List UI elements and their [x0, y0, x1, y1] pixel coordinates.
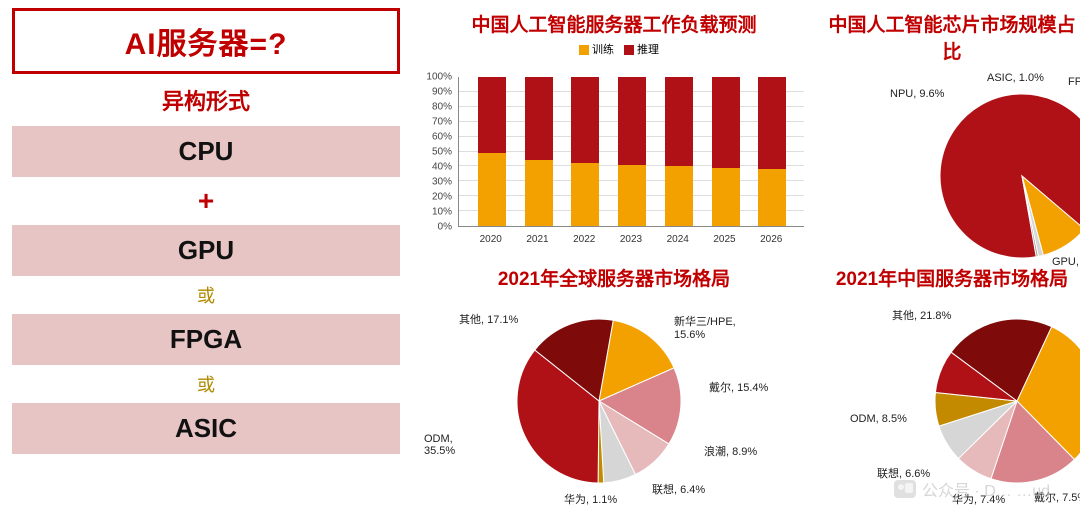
y-tick: 0%	[438, 222, 452, 233]
pie-label-ASIC: ASIC, 1.0%	[987, 72, 1044, 84]
bar-seg-training	[525, 160, 553, 226]
bar-seg-training	[758, 169, 786, 226]
bar-column	[478, 77, 506, 226]
y-tick: 70%	[432, 117, 452, 128]
pie-chip-area: GPU, 89.0%NPU, 9.6%ASIC, 1.0%FPGA, 0.4%	[822, 66, 1080, 276]
pie-label-ODM: ODM,35.5%	[424, 433, 455, 457]
bar-column	[571, 77, 599, 226]
y-tick: 50%	[432, 147, 452, 158]
right-sub: 异构形式	[12, 80, 400, 120]
bar-seg-inference	[758, 77, 786, 169]
bar-seg-training	[618, 165, 646, 226]
pie-label-联想: 联想, 6.4%	[652, 481, 705, 497]
legend-swatch	[579, 45, 589, 55]
x-tick: 2024	[658, 234, 698, 245]
right-or: 或	[12, 369, 400, 399]
legend-swatch	[624, 45, 634, 55]
watermark: 公众号 · D… …ud	[894, 477, 1050, 501]
y-tick: 60%	[432, 132, 452, 143]
bar-chart-title: 中国人工智能服务器工作负载预测	[414, 6, 814, 39]
y-tick: 90%	[432, 87, 452, 98]
bar-seg-training	[478, 153, 506, 226]
pie-label-其他: 其他, 21.8%	[892, 307, 951, 323]
bar-legend: 训练 推理	[414, 39, 814, 59]
y-tick: 10%	[432, 207, 452, 218]
pie-chip-title: 中国人工智能芯片市场规模占比	[822, 6, 1080, 66]
bar-column	[525, 77, 553, 226]
bar-chart-area: 0% 10% 20% 30% 40% 50% 60% 70% 80% 90% 100% 2020 20…	[414, 59, 814, 249]
pie-label-戴尔: 戴尔, 15.4%	[709, 379, 768, 395]
x-tick: 2023	[611, 234, 651, 245]
pie-label-FPGA: FPGA, 0.4%	[1068, 76, 1080, 88]
bar-seg-inference	[665, 77, 693, 166]
pie-label-ODM: ODM, 8.5%	[850, 413, 907, 425]
right-block: GPU	[12, 225, 400, 276]
bar-column	[618, 77, 646, 226]
bar-seg-training	[665, 166, 693, 226]
y-tick: 100%	[426, 72, 452, 83]
panel-pie-chip: 中国人工智能芯片市场规模占比 GPU, 89.0%NPU, 9.6%ASIC, …	[822, 6, 1080, 256]
right-plus: +	[12, 181, 400, 221]
panel-bar-chart: 中国人工智能服务器工作负载预测 训练 推理 0% 10% 20% 30% 40% 50% 60…	[414, 6, 814, 256]
bar-seg-training	[571, 163, 599, 226]
pie-label-其他: 其他, 17.1%	[459, 311, 518, 327]
x-tick: 2021	[518, 234, 558, 245]
bar-seg-inference	[525, 77, 553, 160]
y-tick: 40%	[432, 162, 452, 173]
pie-china-title: 2021年中国服务器市场格局	[822, 260, 1080, 293]
bar-column	[712, 77, 740, 226]
ai-header: AI服务器=?	[12, 8, 400, 74]
panel-pie-global: 2021年全球服务器市场格局 其他, 17.1% 新华三/HPE,15.6% 戴尔,…	[414, 260, 814, 520]
x-tick: 2020	[471, 234, 511, 245]
x-tick: 2026	[751, 234, 791, 245]
bar-seg-inference	[712, 77, 740, 168]
pie-label-浪潮: 浪潮, 8.9%	[704, 443, 757, 459]
pie-label-华为: 华为, 1.1%	[564, 491, 617, 507]
bar-seg-inference	[618, 77, 646, 165]
legend-label: 训练	[592, 44, 614, 56]
x-tick: 2025	[705, 234, 745, 245]
y-tick: 20%	[432, 192, 452, 203]
right-block: ASIC	[12, 403, 400, 454]
pie-china-area: 其他, 21.8%浪潮, 30.7%新华三/HPE,17.5%戴尔, 7.5%华…	[822, 293, 1080, 503]
legend-label: 推理	[637, 44, 659, 56]
y-tick: 80%	[432, 102, 452, 113]
pie-global-area: 其他, 17.1% 新华三/HPE,15.6% 戴尔, 15.4% 浪潮, 8.9% 联…	[414, 293, 814, 503]
bar-seg-inference	[571, 77, 599, 163]
pie-label-NPU: NPU, 9.6%	[890, 88, 944, 100]
bar-seg-training	[712, 168, 740, 226]
bar-seg-inference	[478, 77, 506, 153]
bar-column	[665, 77, 693, 226]
right-block: CPU	[12, 126, 400, 177]
right-block: FPGA	[12, 314, 400, 365]
bar-column	[758, 77, 786, 226]
right-panel: AI服务器=? 异构形式 CPU+GPU 或 FPGA 或 ASIC	[6, 6, 406, 520]
pie-label-新华三/HPE: 新华三/HPE,15.6%	[674, 313, 736, 341]
x-tick: 2022	[564, 234, 604, 245]
right-or: 或	[12, 280, 400, 310]
pie-svg	[822, 66, 1080, 281]
wechat-icon	[894, 480, 916, 498]
pie-svg	[822, 293, 1080, 508]
watermark-text: 公众号 · D… …ud	[922, 477, 1050, 501]
y-tick: 30%	[432, 177, 452, 188]
pie-global-title: 2021年全球服务器市场格局	[414, 260, 814, 293]
